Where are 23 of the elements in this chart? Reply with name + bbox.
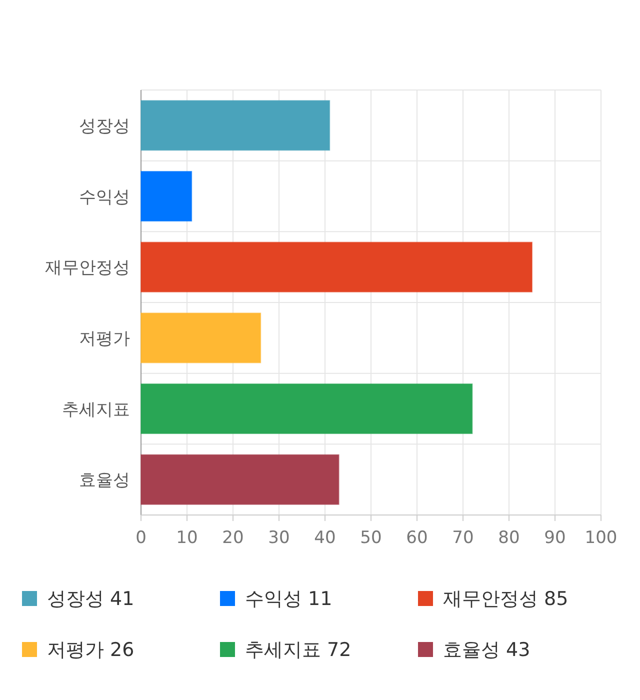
legend-label: 저평가 26 — [47, 639, 134, 661]
y-tick-label: 성장성 — [79, 116, 130, 136]
x-tick-label: 80 — [498, 528, 520, 548]
x-tick-label: 60 — [406, 528, 428, 548]
x-tick-label: 70 — [452, 528, 474, 548]
x-tick-label: 0 — [136, 528, 146, 548]
y-tick-label: 재무안정성 — [45, 258, 130, 278]
legend-label: 성장성 41 — [47, 588, 134, 610]
legend-label: 추세지표 72 — [245, 639, 352, 661]
x-tick-label: 100 — [584, 528, 618, 548]
y-tick-label: 효율성 — [79, 470, 130, 491]
y-tick-label: 수익성 — [79, 187, 130, 208]
x-tick-label: 10 — [176, 528, 198, 548]
x-tick-label: 30 — [268, 528, 290, 548]
y-tick-label: 추세지표 — [62, 400, 130, 420]
y-tick-label: 저평가 — [79, 328, 130, 349]
x-tick-label: 40 — [314, 528, 336, 548]
x-tick-label: 50 — [360, 528, 382, 548]
legend-label: 효율성 43 — [443, 639, 530, 661]
x-tick-label: 90 — [544, 528, 566, 548]
legend-label: 재무안정성 85 — [443, 588, 568, 610]
x-tick-label: 20 — [222, 528, 244, 548]
legend-label: 수익성 11 — [245, 588, 332, 610]
